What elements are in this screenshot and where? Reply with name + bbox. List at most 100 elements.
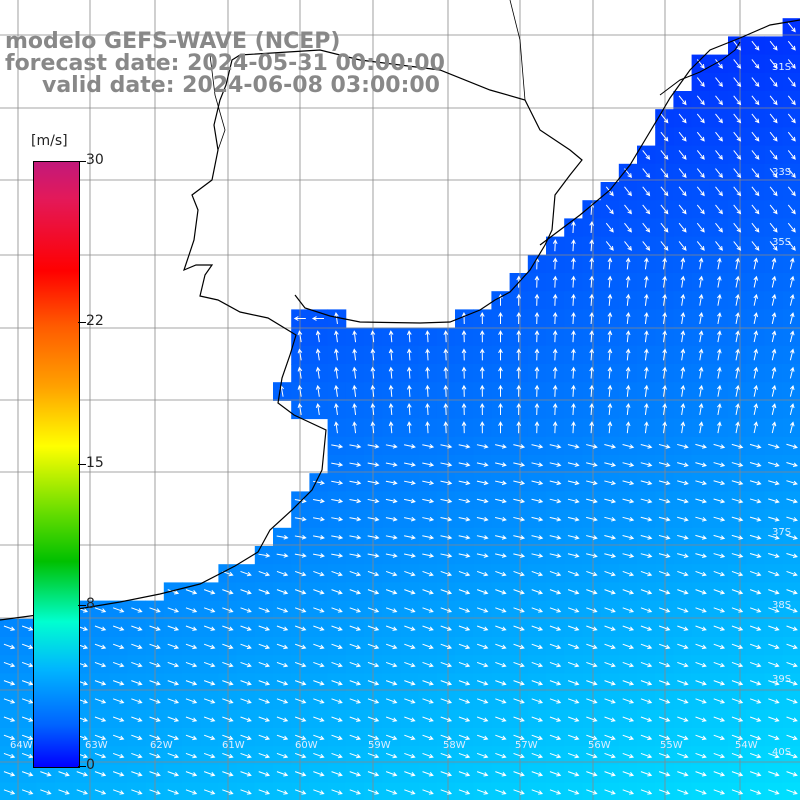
wind-arrow xyxy=(731,589,744,595)
wind-arrow xyxy=(367,570,380,577)
wind-arrow xyxy=(94,752,107,759)
wind-arrow xyxy=(476,643,489,650)
wind-arrow xyxy=(678,150,687,160)
wind-arrow xyxy=(624,186,632,197)
wind-arrow xyxy=(680,384,686,397)
wind-arrow xyxy=(406,421,412,434)
wind-arrow xyxy=(677,789,689,795)
wind-arrow xyxy=(713,716,726,722)
wind-arrow xyxy=(476,480,489,486)
wind-arrow xyxy=(349,570,362,577)
wind-arrow xyxy=(112,698,125,704)
wind-arrow xyxy=(94,625,107,631)
wind-arrow xyxy=(312,516,325,522)
wind-arrow xyxy=(586,661,598,668)
wind-arrow xyxy=(315,403,321,416)
wind-arrow xyxy=(749,680,762,686)
wind-arrow xyxy=(624,222,632,233)
wind-arrow xyxy=(567,589,580,595)
wind-arrow xyxy=(768,771,780,777)
wind-arrow xyxy=(476,698,489,704)
wind-arrow xyxy=(222,716,234,722)
wind-arrow xyxy=(586,462,598,467)
wind-arrow xyxy=(786,661,798,668)
wind-arrow xyxy=(658,698,671,704)
wind-arrow xyxy=(40,771,52,777)
colorbar-tick-label: 30 xyxy=(86,152,104,168)
wind-arrow xyxy=(640,607,653,613)
wind-arrow xyxy=(586,498,598,504)
wind-arrow xyxy=(440,570,453,577)
wind-arrow xyxy=(422,570,434,577)
wind-arrow xyxy=(787,186,796,197)
wind-arrow xyxy=(552,275,558,288)
wind-arrow xyxy=(735,312,740,324)
wind-arrow xyxy=(658,480,671,486)
wind-arrow xyxy=(385,752,398,759)
wind-arrow xyxy=(549,444,562,449)
wind-arrow xyxy=(640,771,653,777)
wind-arrow xyxy=(696,168,705,179)
wind-arrow xyxy=(312,480,325,486)
wind-arrow xyxy=(567,789,580,795)
wind-arrow xyxy=(696,186,705,197)
wind-arrow xyxy=(735,403,740,415)
wind-arrow xyxy=(549,771,562,777)
wind-arrow xyxy=(294,771,307,777)
wind-arrow xyxy=(768,462,780,468)
wind-arrow xyxy=(294,570,307,577)
wind-arrow xyxy=(753,312,759,324)
wind-arrow xyxy=(771,257,777,270)
wind-arrow xyxy=(331,498,344,504)
wind-arrow xyxy=(334,312,339,325)
wind-arrow xyxy=(276,661,289,668)
wind-arrow xyxy=(440,625,453,631)
wind-arrow xyxy=(3,789,16,795)
wind-arrow xyxy=(476,553,489,558)
wind-arrow xyxy=(625,275,631,288)
wind-arrow xyxy=(604,516,617,522)
wind-arrow xyxy=(731,443,744,449)
wind-arrow xyxy=(331,589,343,595)
wind-arrow xyxy=(567,661,580,668)
wind-arrow xyxy=(149,789,161,795)
wind-arrow xyxy=(640,462,653,467)
wind-arrow xyxy=(571,239,576,252)
wind-arrow xyxy=(331,680,343,686)
wind-arrow xyxy=(185,716,198,722)
wind-arrow xyxy=(571,311,576,325)
wind-arrow xyxy=(294,680,307,686)
wind-arrow xyxy=(58,789,70,795)
wind-arrow xyxy=(604,480,617,486)
wind-arrow xyxy=(642,204,651,215)
wind-arrow xyxy=(258,752,271,759)
wind-arrow xyxy=(385,789,398,795)
wind-arrow xyxy=(476,516,489,522)
wind-arrow xyxy=(624,241,632,251)
wind-arrow xyxy=(768,625,780,631)
colorbar-unit: [m/s] xyxy=(31,133,68,149)
wind-arrow xyxy=(622,589,635,595)
wind-arrow xyxy=(567,771,580,777)
wind-arrow xyxy=(331,661,343,668)
wind-arrow xyxy=(642,168,651,179)
wind-arrow xyxy=(531,589,544,595)
wind-arrow xyxy=(203,789,216,795)
wind-arrow xyxy=(385,589,398,595)
wind-arrow xyxy=(131,752,143,759)
wind-arrow xyxy=(422,752,434,759)
wind-arrow xyxy=(458,752,471,759)
wind-arrow xyxy=(696,204,705,215)
wind-arrow xyxy=(644,366,649,379)
wind-arrow xyxy=(753,257,759,270)
wind-arrow xyxy=(786,752,798,759)
wind-arrow xyxy=(315,330,321,343)
wind-arrow xyxy=(749,734,762,741)
wind-arrow xyxy=(479,366,485,379)
wind-arrow xyxy=(640,534,653,540)
colorbar-tick-mark xyxy=(78,322,86,324)
wind-arrow xyxy=(733,168,742,179)
wind-arrow xyxy=(658,443,671,449)
wind-arrow xyxy=(222,789,234,795)
